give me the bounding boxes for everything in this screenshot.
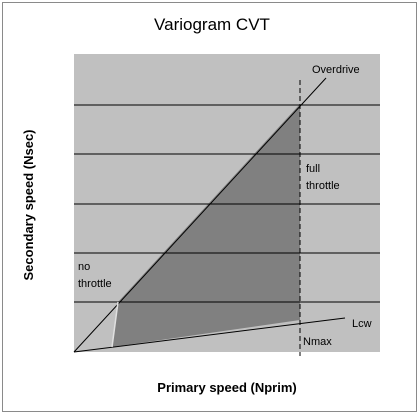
lcw-label: Lcw: [352, 318, 372, 330]
no-throttle-line: [111, 301, 119, 348]
nmax-label: Nmax: [303, 336, 332, 348]
no-throttle-label-line2: throttle: [78, 278, 112, 290]
x-axis-label: Primary speed (Nprim): [157, 380, 296, 395]
y-axis-label: Secondary speed (Nsec): [21, 129, 36, 280]
diagram-title: Variogram CVT: [154, 15, 270, 34]
operating-region: [112, 104, 300, 347]
overdrive-line: [73, 77, 327, 353]
gridlines: [74, 104, 380, 303]
overdrive-label: Overdrive: [312, 64, 360, 76]
full-throttle-label-line1: full: [306, 163, 320, 175]
full-throttle-label-line2: throttle: [306, 180, 340, 192]
no-throttle-label-line1: no: [78, 261, 90, 273]
